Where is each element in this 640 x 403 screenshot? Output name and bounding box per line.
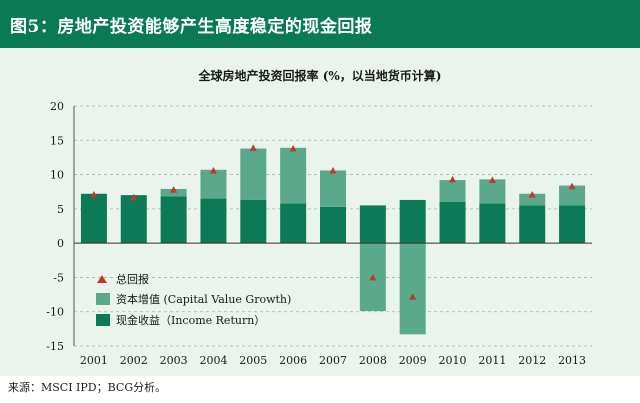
y-tick-label: 0	[57, 237, 64, 250]
legend-total-marker	[97, 275, 107, 283]
chart-title: 全球房地产投资回报率 (%，以当地货币计算)	[198, 68, 442, 83]
capital-growth-bar	[399, 243, 426, 335]
y-tick-label: 20	[50, 100, 64, 113]
x-tick-label: 2005	[239, 354, 267, 367]
legend-income-swatch	[96, 314, 110, 326]
y-tick-label: 5	[57, 203, 64, 216]
income-return-bar	[280, 203, 307, 244]
legend-total-label: 总回报	[116, 272, 149, 286]
income-return-bar	[320, 206, 346, 244]
x-tick-label: 2009	[399, 354, 427, 367]
income-return-bar	[120, 195, 147, 244]
capital-growth-bar	[519, 193, 546, 206]
total-return-marker	[249, 144, 257, 151]
legend-income-label: 现金收益（Income Return）	[116, 313, 265, 327]
total-return-marker	[90, 190, 98, 198]
income-return-bar	[559, 205, 586, 244]
total-return-marker	[409, 293, 417, 300]
capital-growth-bar	[479, 179, 506, 204]
capital-growth-bar	[240, 148, 267, 200]
y-tick-label: -15	[46, 340, 64, 353]
chart-area: 全球房地产投资回报率 (%，以当地货币计算) -15 -10 -5 0 5 10 15 20 20…	[0, 48, 640, 376]
capital-growth-bar	[439, 180, 466, 202]
legend-capital-swatch	[96, 293, 110, 305]
source-note: 来源：MSCI IPD；BCG分析。	[8, 381, 167, 394]
income-return-bar	[80, 193, 107, 244]
x-tick-label: 2012	[518, 354, 546, 367]
figure-title-bar: 图5：房地产投资能够产生高度稳定的现金回报	[0, 0, 640, 48]
total-return-marker	[449, 175, 457, 183]
x-tick-label: 2002	[120, 354, 148, 367]
bar-chart: 全球房地产投资回报率 (%，以当地货币计算) -15 -10 -5 0 5 10 15 20 20…	[46, 68, 592, 367]
total-return-marker	[209, 166, 217, 174]
income-return-bar	[240, 199, 267, 244]
x-tick-label: 2008	[359, 354, 387, 367]
capital-growth-bar	[200, 169, 227, 199]
x-tick-label: 2010	[439, 354, 467, 367]
x-tick-label: 2001	[80, 354, 108, 367]
total-return-marker	[170, 186, 178, 193]
x-tick-label: 2011	[478, 354, 506, 367]
total-return-marker	[488, 176, 496, 184]
income-return-bar	[399, 199, 426, 244]
capital-growth-bar	[320, 170, 346, 207]
total-return-marker	[369, 273, 377, 281]
income-return-bar	[479, 203, 506, 244]
x-tick-label: 2003	[160, 354, 188, 367]
total-return-marker	[568, 182, 576, 190]
income-return-bar	[200, 198, 227, 244]
capital-growth-bar	[280, 147, 307, 204]
total-return-marker	[289, 145, 297, 152]
x-tick-label: 2007	[319, 354, 347, 367]
income-return-bar	[519, 205, 546, 244]
y-tick-label: -5	[53, 271, 64, 284]
x-tick-label: 2006	[279, 354, 307, 367]
income-return-bar	[160, 196, 187, 244]
x-tick-label: 2004	[199, 354, 227, 367]
total-return-marker	[329, 166, 337, 174]
y-tick-label: 10	[50, 169, 64, 182]
figure-title: 图5：房地产投资能够产生高度稳定的现金回报	[10, 16, 373, 37]
capital-growth-bar	[160, 188, 187, 197]
income-return-bar	[359, 205, 386, 244]
legend-capital-label: 资本增值 (Capital Value Growth)	[116, 292, 291, 306]
x-tick-label: 2013	[558, 354, 586, 367]
income-return-bar	[439, 202, 466, 244]
y-tick-label: 15	[50, 134, 64, 147]
y-tick-label: -10	[46, 306, 64, 319]
total-return-marker	[130, 193, 138, 201]
capital-growth-bar	[559, 185, 586, 206]
total-return-marker	[528, 190, 536, 198]
